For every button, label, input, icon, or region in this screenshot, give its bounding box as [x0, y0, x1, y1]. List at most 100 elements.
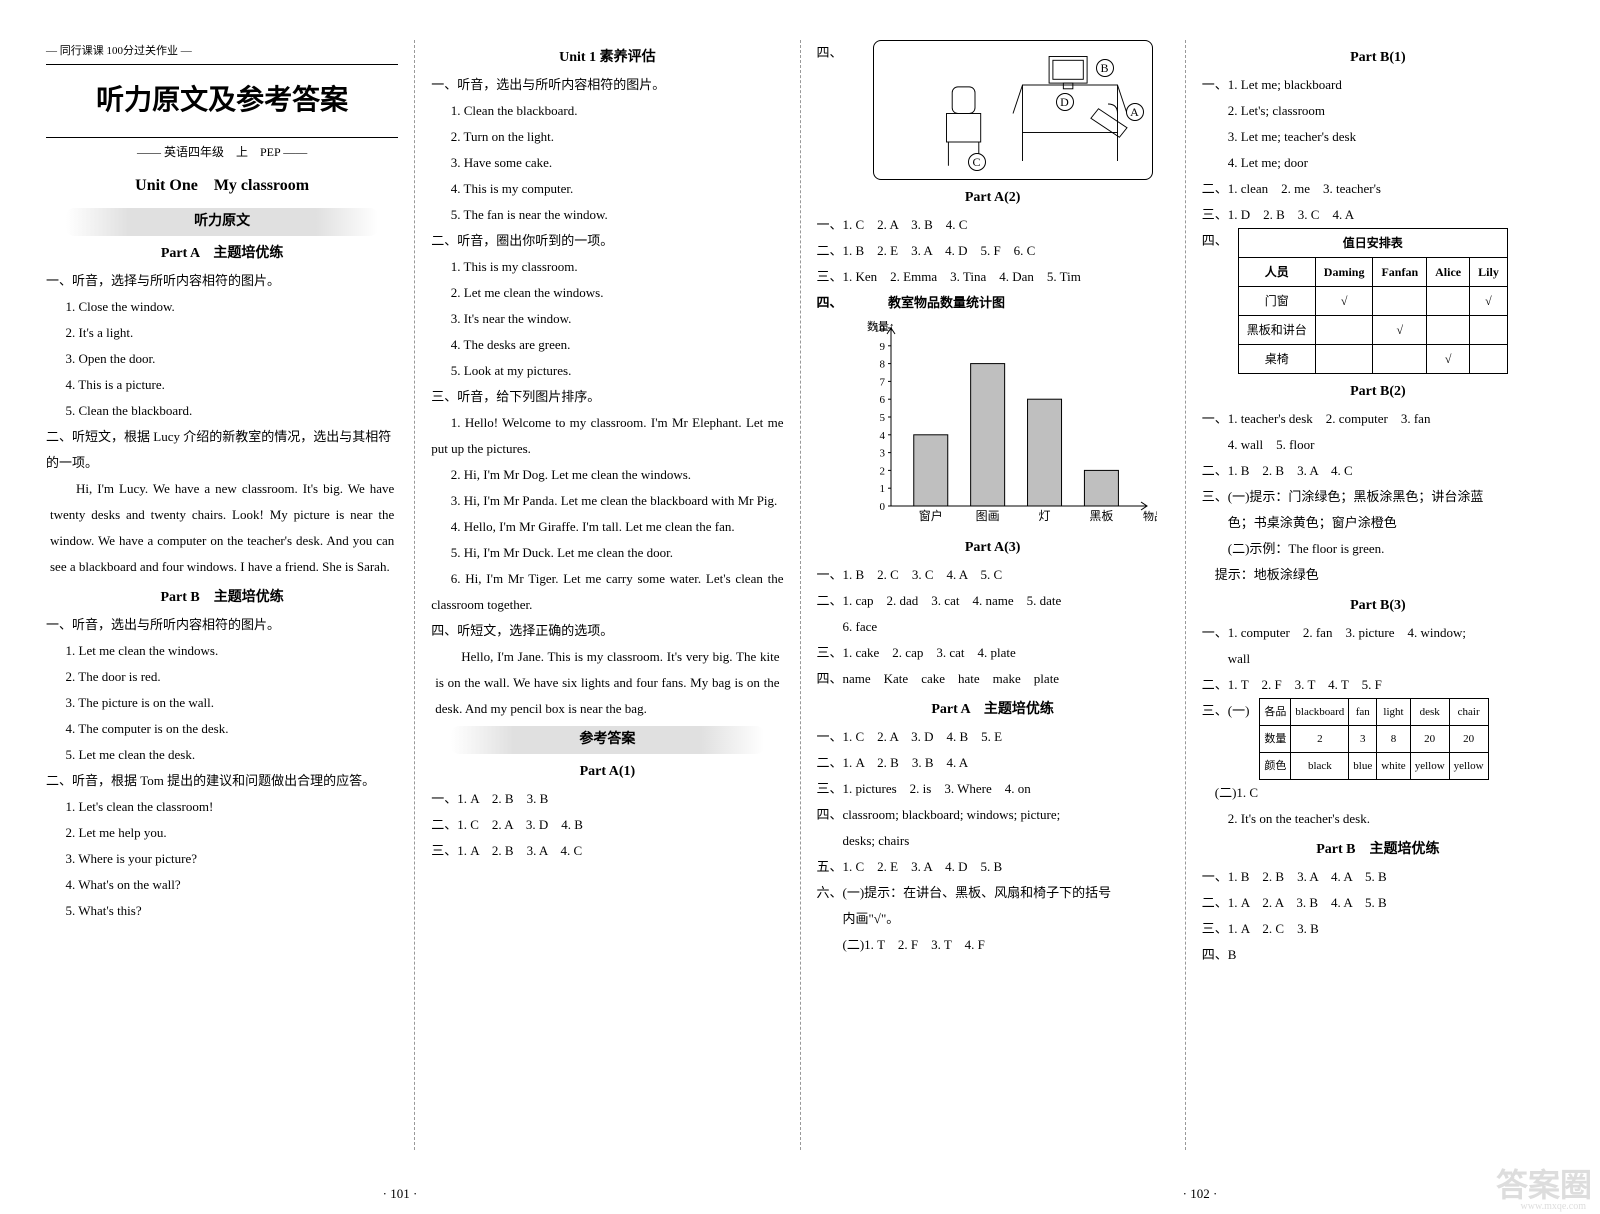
items-cell: 2: [1291, 726, 1349, 753]
section-intro: 二、听音，根据 Tom 提出的建议和问题做出合理的应答。: [46, 768, 398, 794]
list-item: 1. This is my classroom.: [431, 254, 783, 280]
answer-line: 2. Let's; classroom: [1202, 98, 1554, 124]
items-cell: 20: [1449, 726, 1488, 753]
section-intro: 三、听音，给下列图片排序。: [431, 384, 783, 410]
answer-line: 一、1. teacher's desk 2. computer 3. fan: [1202, 406, 1554, 432]
list-item: 2. The door is red.: [46, 664, 398, 690]
page-columns: — 同行课课 100分过关作业 — 听力原文及参考答案 —— 英语四年级 上 P…: [30, 40, 1570, 1150]
items-cell: fan: [1349, 699, 1377, 726]
list-item: 5. Look at my pictures.: [431, 358, 783, 384]
section-intro: 二、听音，圈出你听到的一项。: [431, 228, 783, 254]
bar-chart-svg: 012345678910数量↑窗户图画灯黑板物品: [857, 320, 1157, 530]
list-item: 4. The desks are green.: [431, 332, 783, 358]
grade-line: —— 英语四年级 上 PEP ——: [46, 140, 398, 164]
svg-text:灯: 灯: [1038, 509, 1050, 523]
answer-line: 二、1. B 2. E 3. A 4. D 5. F 6. C: [817, 238, 1169, 264]
list-item: 5. What's this?: [46, 898, 398, 924]
svg-text:2: 2: [879, 465, 885, 477]
svg-text:数量↑: 数量↑: [867, 320, 895, 333]
duty-title: 值日安排表: [1238, 229, 1507, 258]
answer-line: 一、1. computer 2. fan 3. picture 4. windo…: [1202, 620, 1554, 646]
room-label-a: A: [1126, 103, 1144, 121]
chart-title: 四、 教室物品数量统计图: [817, 290, 1169, 316]
page-number-left: · 101 ·: [383, 1186, 418, 1202]
answer-line: 五、1. C 2. E 3. A 4. D 5. B: [817, 854, 1169, 880]
pb1-title: Part B(1): [1202, 44, 1554, 72]
items-label: 三、(一): [1202, 698, 1250, 724]
items-cell: white: [1377, 753, 1410, 780]
duty-header-cell: Alice: [1427, 258, 1470, 287]
answers-banner: 参考答案: [451, 726, 763, 754]
duty-cell: √: [1427, 345, 1470, 374]
pa-opt-title: Part A 主题培优练: [817, 696, 1169, 724]
answer-line: 四、B: [1202, 942, 1554, 968]
answer-line: 一、1. Let me; blackboard: [1202, 72, 1554, 98]
items-cell: 8: [1377, 726, 1410, 753]
main-title: 听力原文及参考答案: [46, 73, 398, 129]
duty-cell: √: [1373, 316, 1427, 345]
items-cell: 3: [1349, 726, 1377, 753]
section-intro: 四、听短文，选择正确的选项。: [431, 618, 783, 644]
svg-text:图画: 图画: [975, 509, 999, 523]
list-item: 5. Hi, I'm Mr Duck. Let me clean the doo…: [431, 540, 783, 566]
pb2-title: Part B(2): [1202, 378, 1554, 406]
column-2: Unit 1 素养评估 一、听音，选出与所听内容相符的图片。 1. Clean …: [415, 40, 800, 1150]
items-cell: 数量: [1260, 726, 1291, 753]
answer-line: 二、1. A 2. B 3. B 4. A: [817, 750, 1169, 776]
list-item: 6. Hi, I'm Mr Tiger. Let me carry some w…: [431, 566, 783, 618]
watermark-icon: 答案圈: [1496, 1160, 1592, 1206]
svg-text:8: 8: [879, 359, 885, 371]
answer-line: 6. face: [817, 614, 1169, 640]
duty-header-cell: 人员: [1238, 258, 1315, 287]
list-item: 5. Let me clean the desk.: [46, 742, 398, 768]
answer-line: 三、1. D 2. B 3. C 4. A: [1202, 202, 1554, 228]
items-cell: black: [1291, 753, 1349, 780]
bar-chart: 012345678910数量↑窗户图画灯黑板物品: [857, 320, 1157, 530]
svg-text:4: 4: [879, 430, 885, 442]
svg-text:6: 6: [879, 394, 885, 406]
answer-line: (二)示例：The floor is green.: [1202, 536, 1554, 562]
duty-cell: [1373, 287, 1427, 316]
list-item: 1. Hello! Welcome to my classroom. I'm M…: [431, 410, 783, 462]
answer-line: 三、(一)提示：门涂绿色；黑板涂黑色；讲台涂蓝: [1202, 484, 1554, 510]
answer-line: 四、classroom; blackboard; windows; pictur…: [817, 802, 1169, 828]
series-tag: — 同行课课 100分过关作业 —: [46, 40, 398, 62]
list-item: 2. It's a light.: [46, 320, 398, 346]
answer-line: 二、1. A 2. A 3. B 4. A 5. B: [1202, 890, 1554, 916]
unit1-assess-title: Unit 1 素养评估: [431, 44, 783, 72]
duty-cell: 黑板和讲台: [1238, 316, 1315, 345]
rule: [46, 64, 398, 65]
svg-text:0: 0: [879, 501, 885, 513]
answer-line: 二、1. T 2. F 3. T 4. T 5. F: [1202, 672, 1554, 698]
pa2-title: Part A(2): [817, 184, 1169, 212]
listening-banner: 听力原文: [66, 208, 378, 236]
list-item: 3. Open the door.: [46, 346, 398, 372]
duty-table: 值日安排表 人员DamingFanfanAliceLily 门窗√√黑板和讲台√…: [1238, 228, 1508, 374]
answer-line: desks; chairs: [817, 828, 1169, 854]
part-b-title: Part B 主题培优练: [46, 584, 398, 612]
column-1: — 同行课课 100分过关作业 — 听力原文及参考答案 —— 英语四年级 上 P…: [30, 40, 415, 1150]
answer-line: 三、1. cake 2. cap 3. cat 4. plate: [817, 640, 1169, 666]
section-intro: 一、听音，选择与所听内容相符的图片。: [46, 268, 398, 294]
duty-cell: [1427, 316, 1470, 345]
passage: Hi, I'm Lucy. We have a new classroom. I…: [46, 476, 398, 580]
room-label-b: B: [1096, 59, 1114, 77]
answer-line: 内画"√"。: [817, 906, 1169, 932]
column-4: Part B(1) 一、1. Let me; blackboard 2. Let…: [1186, 40, 1570, 1150]
answer-line: 色；书桌涂黄色；窗户涂橙色: [1202, 510, 1554, 536]
list-item: 4. The computer is on the desk.: [46, 716, 398, 742]
list-item: 1. Clean the blackboard.: [431, 98, 783, 124]
list-item: 5. The fan is near the window.: [431, 202, 783, 228]
items-cell: blue: [1349, 753, 1377, 780]
svg-text:物品: 物品: [1143, 509, 1157, 523]
answer-line: 二、1. C 2. A 3. D 4. B: [431, 812, 783, 838]
list-item: 5. Clean the blackboard.: [46, 398, 398, 424]
rule: [46, 137, 398, 138]
svg-text:1: 1: [879, 483, 885, 495]
answer-line: 一、1. A 2. B 3. B: [431, 786, 783, 812]
answer-line: 4. Let me; door: [1202, 150, 1554, 176]
part-a-title: Part A 主题培优练: [46, 240, 398, 268]
answer-line: 三、1. pictures 2. is 3. Where 4. on: [817, 776, 1169, 802]
items-cell: blackboard: [1291, 699, 1349, 726]
svg-text:5: 5: [879, 412, 885, 424]
